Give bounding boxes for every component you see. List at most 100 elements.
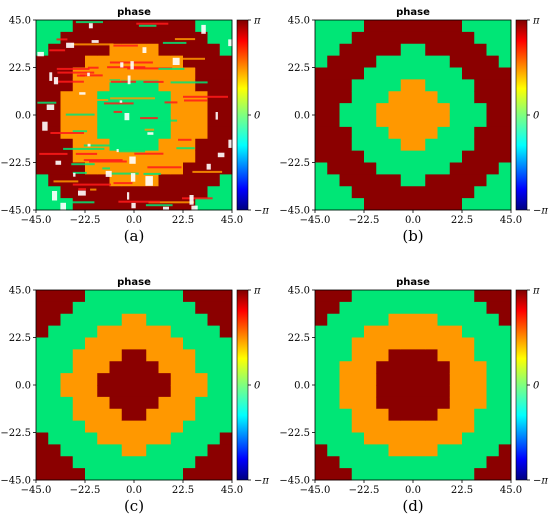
heatmap-cell [351, 468, 365, 481]
y-tick-label: −22.5 [279, 158, 310, 169]
heatmap-cell [449, 337, 463, 350]
heatmap-cell [195, 138, 208, 152]
heatmap-cell [97, 313, 110, 327]
heatmap-cell [462, 468, 475, 481]
heatmap-cell [48, 301, 61, 315]
heatmap-cell [121, 337, 135, 350]
heatmap-cell [462, 43, 475, 57]
heatmap-cell [339, 115, 353, 128]
heatmap-cell [48, 385, 61, 398]
heatmap-cell [170, 91, 184, 104]
heatmap-cell [207, 337, 221, 350]
colorbar [236, 19, 249, 211]
noise-gap [131, 202, 136, 209]
heatmap-cell [474, 361, 487, 374]
heatmap-cell [146, 361, 159, 374]
heatmap-cell [134, 420, 147, 433]
heatmap-cell [364, 67, 377, 80]
heatmap-cell [400, 186, 414, 199]
heatmap-cell [121, 385, 135, 398]
heatmap-cell [327, 420, 340, 433]
heatmap-cell [72, 31, 86, 45]
heatmap-cell [36, 174, 49, 187]
heatmap-cell [315, 456, 328, 469]
heatmap-cell [315, 313, 328, 327]
noise-streak [95, 99, 109, 101]
noise-streak [113, 44, 138, 47]
noise-streak [71, 163, 95, 166]
heatmap-cell [462, 115, 475, 128]
noise-gap [172, 57, 180, 65]
heatmap-cell [388, 325, 402, 338]
heatmap-cell [315, 55, 328, 68]
heatmap-cell [388, 408, 402, 422]
x-tick-label: 22.5 [172, 215, 194, 226]
heatmap-cell [134, 150, 147, 163]
heatmap-cell [48, 31, 61, 45]
heatmap-cell [413, 420, 426, 433]
heatmap-cell [170, 396, 184, 410]
heatmap-cell [388, 373, 402, 386]
noise-streak [65, 113, 95, 116]
heatmap-cell [109, 408, 123, 422]
chart-title: phase [117, 7, 151, 18]
heatmap-cell [72, 198, 86, 211]
heatmap-cell [97, 91, 110, 104]
heatmap-cell [400, 138, 414, 152]
heatmap-cell [425, 290, 438, 303]
heatmap-cell [425, 385, 438, 398]
heatmap-cell [498, 325, 512, 338]
heatmap-cell [134, 162, 147, 175]
heatmap-cell [474, 313, 487, 327]
heatmap-cell [219, 432, 233, 445]
heatmap-cell [183, 361, 196, 374]
heatmap-cell [219, 198, 233, 211]
heatmap-cell [486, 408, 500, 422]
x-tick-label: 45.0 [500, 485, 522, 496]
heatmap-cell [339, 444, 353, 457]
heatmap-cell [339, 361, 353, 374]
heatmap-cell [376, 31, 389, 45]
heatmap-cell [425, 138, 438, 152]
heatmap-cell [327, 325, 340, 338]
heatmap-cell [474, 79, 487, 92]
heatmap-cell [327, 43, 340, 57]
heatmap-cell [36, 361, 49, 374]
heatmap-cell [36, 432, 49, 445]
heatmap-cell [388, 198, 402, 211]
heatmap-cell [388, 361, 402, 374]
heatmap-cell [413, 349, 426, 362]
heatmap-cell [339, 420, 353, 433]
heatmap-cell [315, 420, 328, 433]
heatmap-cell [449, 444, 463, 457]
heatmap-cell [364, 301, 377, 315]
chart-title: phase [396, 7, 430, 18]
heatmap-cell [425, 349, 438, 362]
noise-streak [134, 152, 164, 155]
colorbar-tick-label: π [532, 286, 540, 297]
heatmap-cell [339, 290, 353, 303]
heatmap-cell [134, 115, 147, 128]
noise-gap [79, 92, 86, 95]
heatmap-cell [474, 325, 487, 338]
heatmap-cell [207, 115, 221, 128]
heatmap-cell [195, 198, 208, 211]
x-tick-label: 45.0 [221, 215, 243, 226]
heatmap-cell [72, 456, 86, 469]
heatmap-cell [388, 186, 402, 199]
heatmap-cell [97, 337, 110, 350]
heatmap-cell [339, 91, 353, 104]
heatmap-cell [327, 91, 340, 104]
heatmap-cell [183, 301, 196, 315]
heatmap-cell [195, 408, 208, 422]
heatmap-cell [425, 55, 438, 68]
heatmap-cell [72, 349, 86, 362]
heatmap-cell [462, 91, 475, 104]
heatmap-cell [60, 55, 74, 68]
y-tick-label: −22.5 [279, 428, 310, 439]
x-tick-label: 22.5 [172, 485, 194, 496]
heatmap-cell [449, 186, 463, 199]
noise-streak [150, 119, 178, 122]
heatmap-cells [315, 290, 512, 481]
heatmap-cell [219, 325, 233, 338]
